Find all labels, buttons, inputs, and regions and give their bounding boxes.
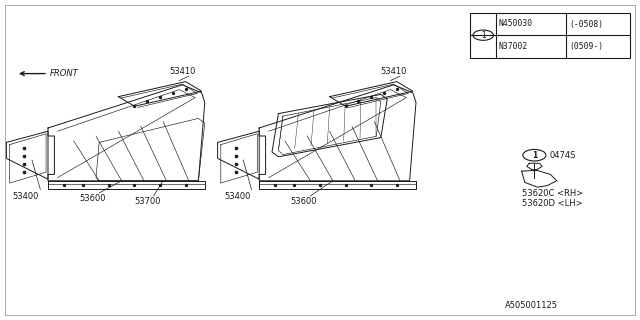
Text: FRONT: FRONT (50, 69, 79, 78)
Text: 53410: 53410 (381, 67, 407, 76)
Text: (0509-): (0509-) (569, 42, 603, 51)
Text: 53600: 53600 (79, 194, 106, 203)
Text: 53620D <LH>: 53620D <LH> (522, 199, 582, 208)
Text: (-0508): (-0508) (569, 20, 603, 28)
Text: A505001125: A505001125 (505, 301, 557, 310)
Text: 1: 1 (481, 31, 486, 40)
Text: 0474S: 0474S (549, 151, 575, 160)
Bar (470, 13, 630, 58)
Text: 53600: 53600 (291, 197, 317, 206)
Text: 53400: 53400 (224, 192, 250, 201)
Text: 53700: 53700 (134, 197, 161, 206)
Text: 53620C <RH>: 53620C <RH> (522, 189, 583, 198)
Text: N450030: N450030 (499, 20, 532, 28)
Text: N37002: N37002 (499, 42, 528, 51)
Text: 53400: 53400 (13, 192, 39, 201)
Text: 1: 1 (532, 151, 537, 160)
Text: 53410: 53410 (170, 67, 196, 76)
